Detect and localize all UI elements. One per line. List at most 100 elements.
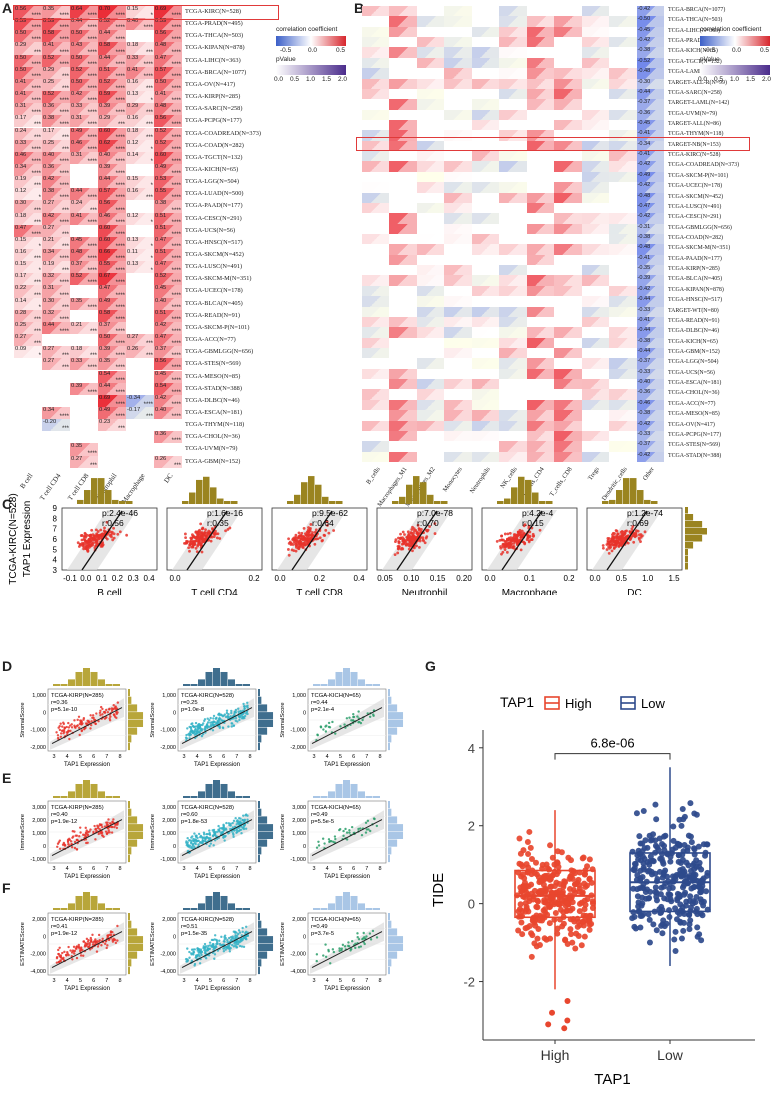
heatmap-b-other-value: -0.37 xyxy=(637,358,651,365)
heatmap-b-cell xyxy=(416,296,445,307)
panel-def-point xyxy=(115,826,119,830)
panel-def-ytick: 0 xyxy=(173,844,176,850)
panel-def-point xyxy=(242,814,245,817)
heatmap-b-cell xyxy=(526,78,555,89)
panel-c-hist-bar xyxy=(546,501,553,504)
panel-g-point xyxy=(518,888,525,895)
heatmap-a-cell-stars: *** xyxy=(33,207,41,213)
heatmap-b-cell xyxy=(609,57,637,69)
panel-def-ylabel: StromalScore xyxy=(20,702,26,737)
heatmap-b-cell xyxy=(581,451,610,462)
panel-c-point xyxy=(84,540,88,544)
heatmap-b-cell xyxy=(581,420,610,431)
heatmap-b-cell xyxy=(554,399,582,411)
panel-c-point xyxy=(224,529,227,533)
panel-g-point xyxy=(672,928,679,935)
heatmap-b-cell xyxy=(609,78,637,89)
panel-def-point xyxy=(242,936,246,939)
panel-def-point xyxy=(79,946,83,949)
heatmap-a-cell: 0.25 *** xyxy=(42,139,70,152)
heatmap-a-cell: 0.50 **** xyxy=(70,30,98,43)
panel-c-point xyxy=(291,537,295,540)
panel-def-p: p=5.5e-5 xyxy=(311,819,334,825)
panel-c-point xyxy=(189,536,193,540)
heatmap-a-cell-value: 0.48 xyxy=(71,249,83,255)
panel-def-point xyxy=(211,729,215,732)
panel-def-point xyxy=(375,824,379,828)
heatmap-b-cell xyxy=(471,16,500,27)
panel-def-point xyxy=(357,827,360,831)
panel-def-point xyxy=(327,721,331,725)
panel-def-point xyxy=(192,953,195,956)
panel-def-side-hist-bar xyxy=(258,808,262,816)
heatmap-a-cell-value: 0.41 xyxy=(155,91,167,98)
heatmap-b-row-label: TCGA-CHOL(N=36) xyxy=(668,390,720,397)
panel-def-ytick: -1,000 xyxy=(160,728,176,734)
heatmap-b-cell xyxy=(581,275,610,286)
panel-def-side-hist-bar xyxy=(388,727,398,735)
heatmap-a-cell-stars: **** xyxy=(87,134,97,140)
panel-g-point xyxy=(677,907,684,914)
heatmap-b-cell xyxy=(499,244,527,255)
heatmap-a-cell: 0.27 *** xyxy=(42,224,70,237)
panel-g-point xyxy=(653,816,660,823)
panel-def-ytick: 2,000 xyxy=(162,917,176,923)
panel-def-point xyxy=(206,832,209,836)
heatmap-b-row-label: TARGET-WT(N=80) xyxy=(668,307,719,314)
heatmap-b-cell xyxy=(609,275,637,286)
heatmap-a-cell-stars: * xyxy=(150,146,153,152)
heatmap-a-cell-stars: *** xyxy=(145,414,153,420)
heatmap-b-cell xyxy=(471,88,500,100)
panel-def-point xyxy=(110,709,114,713)
heatmap-b-cell xyxy=(444,120,472,131)
panel-def-ylabel: StromalScore xyxy=(280,702,286,737)
heatmap-a-cell-value: 0.50 xyxy=(15,66,27,73)
heatmap-a-cell: 0.41 **** xyxy=(14,78,42,92)
panel-c-point xyxy=(401,539,405,543)
heatmap-a-row-label: TCGA-MESO(N=85) xyxy=(185,372,241,380)
heatmap-b-cell xyxy=(389,151,417,162)
panel-def-point xyxy=(203,947,206,950)
heatmap-a-cell-stars: **** xyxy=(31,171,41,177)
heatmap-a-cell-value: 0.41 xyxy=(15,91,27,98)
panel-c-ytick: 5 xyxy=(53,545,58,554)
panel-g-point xyxy=(581,933,588,940)
panel-def-point xyxy=(204,945,208,948)
panel-def-point xyxy=(206,721,210,724)
panel-c-point xyxy=(92,541,95,545)
heatmap-b-cell xyxy=(389,316,417,328)
heatmap-b-cell xyxy=(526,223,555,234)
heatmap-a-cell: 0.13 * xyxy=(126,91,154,104)
panel-def-scatter-grid: TCGA-KIRP(N=285)r=0.36p=5.1e-101,0000-1,… xyxy=(20,668,404,992)
panel-def-point xyxy=(332,950,336,954)
panel-c-point xyxy=(208,530,212,534)
panel-def-point xyxy=(234,711,238,714)
panel-def-hist-bar xyxy=(335,671,343,686)
panel-def-point xyxy=(107,829,110,832)
panel-c-point xyxy=(413,529,416,533)
heatmap-a-cell-value: 0.14 xyxy=(127,151,139,158)
heatmap-b-other-value: -0.44 xyxy=(637,327,651,334)
panel-def-ylabel: ESTIMATEScore xyxy=(20,922,26,966)
panel-c-point xyxy=(306,533,310,536)
heatmap-b-cell xyxy=(526,306,555,317)
panel-def-hist-bar xyxy=(313,684,320,686)
panel-def-side-hist-bar xyxy=(128,839,138,847)
panel-def-point xyxy=(243,714,247,718)
heatmap-a-cell-stars: * xyxy=(150,158,153,164)
panel-def-point xyxy=(343,945,347,948)
heatmap-a-cell-value: 0.56 xyxy=(155,30,167,37)
panel-def-xtick: 6 xyxy=(222,978,225,984)
heatmap-b-cell xyxy=(554,99,582,110)
panel-def-xlabel: TAP1 Expression xyxy=(64,762,110,768)
panel-c-point xyxy=(396,551,400,555)
heatmap-a-cell-stars: *** xyxy=(89,207,97,213)
heatmap-b-cell xyxy=(362,78,390,89)
panel-def-point xyxy=(65,725,68,729)
panel-def-point xyxy=(206,726,209,730)
panel-c-point xyxy=(204,528,207,532)
heatmap-a-cell: 0.36 **** xyxy=(154,431,182,444)
panel-c-hist-bar xyxy=(637,490,644,504)
heatmap-a-cell: 0.56 **** xyxy=(154,30,182,43)
panel-c-hist-bar xyxy=(189,492,196,504)
